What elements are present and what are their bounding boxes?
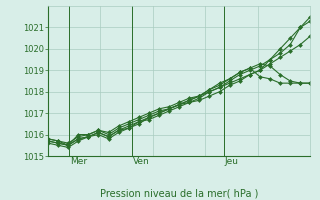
Text: Pression niveau de la mer( hPa ): Pression niveau de la mer( hPa ) <box>100 189 258 199</box>
Text: Jeu: Jeu <box>225 158 239 166</box>
Text: Mer: Mer <box>70 158 87 166</box>
Text: Ven: Ven <box>133 158 149 166</box>
